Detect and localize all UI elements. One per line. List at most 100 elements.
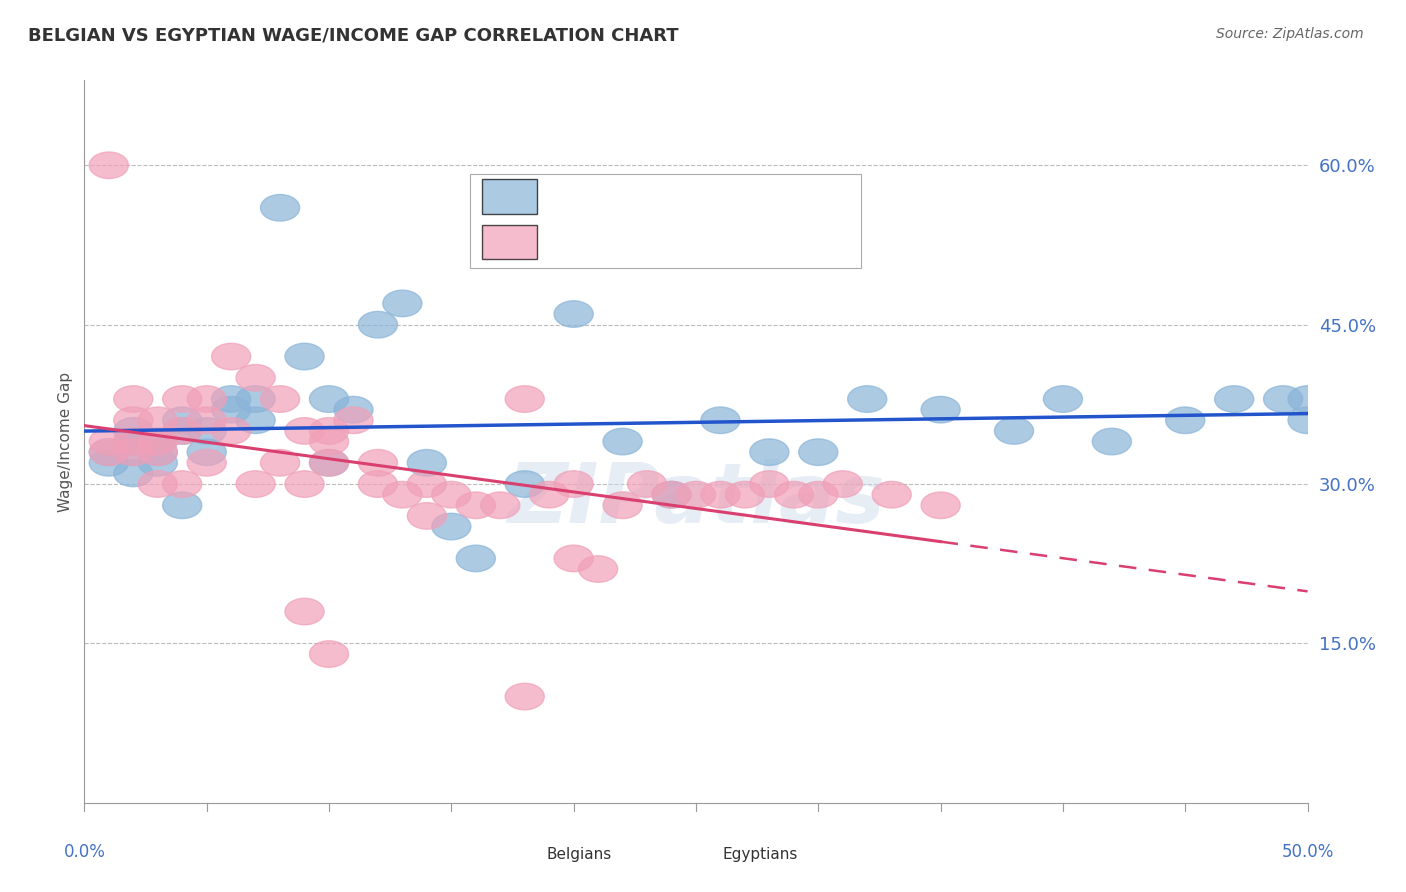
Ellipse shape [236,365,276,391]
Ellipse shape [456,545,495,572]
Text: 0.0%: 0.0% [63,843,105,861]
Ellipse shape [603,428,643,455]
Ellipse shape [89,450,128,476]
Ellipse shape [749,439,789,466]
Ellipse shape [89,428,128,455]
Ellipse shape [211,396,250,423]
Ellipse shape [823,471,862,498]
Ellipse shape [211,417,250,444]
Ellipse shape [309,417,349,444]
Ellipse shape [236,471,276,498]
Ellipse shape [260,194,299,221]
Ellipse shape [285,471,325,498]
Ellipse shape [187,450,226,476]
Text: Belgians: Belgians [547,847,612,863]
Ellipse shape [1092,428,1132,455]
Ellipse shape [725,482,765,508]
Ellipse shape [187,385,226,412]
Ellipse shape [114,428,153,455]
Ellipse shape [1288,407,1327,434]
Ellipse shape [408,471,447,498]
Ellipse shape [138,450,177,476]
Ellipse shape [285,599,325,624]
Ellipse shape [456,492,495,518]
Ellipse shape [285,343,325,370]
Text: R =: R = [550,233,585,251]
Ellipse shape [163,471,202,498]
Ellipse shape [163,417,202,444]
Ellipse shape [382,482,422,508]
Ellipse shape [1215,385,1254,412]
Ellipse shape [187,439,226,466]
Ellipse shape [309,428,349,455]
Ellipse shape [408,450,447,476]
Ellipse shape [432,482,471,508]
Ellipse shape [505,471,544,498]
Text: BELGIAN VS EGYPTIAN WAGE/INCOME GAP CORRELATION CHART: BELGIAN VS EGYPTIAN WAGE/INCOME GAP CORR… [28,27,679,45]
Ellipse shape [236,407,276,434]
Ellipse shape [114,428,153,455]
Ellipse shape [1288,385,1327,412]
Ellipse shape [676,482,716,508]
Ellipse shape [114,439,153,466]
Ellipse shape [775,482,814,508]
Text: Source: ZipAtlas.com: Source: ZipAtlas.com [1216,27,1364,41]
Ellipse shape [163,492,202,518]
Y-axis label: Wage/Income Gap: Wage/Income Gap [58,371,73,512]
Ellipse shape [260,450,299,476]
Ellipse shape [285,417,325,444]
Ellipse shape [163,417,202,444]
FancyBboxPatch shape [482,225,537,260]
Ellipse shape [530,482,569,508]
Ellipse shape [187,407,226,434]
Ellipse shape [138,439,177,466]
Ellipse shape [359,450,398,476]
Ellipse shape [799,439,838,466]
Ellipse shape [994,417,1033,444]
Ellipse shape [138,439,177,466]
Ellipse shape [603,492,643,518]
Text: R =: R = [550,187,585,205]
Ellipse shape [187,417,226,444]
Ellipse shape [700,482,740,508]
Ellipse shape [408,502,447,529]
Ellipse shape [799,482,838,508]
Text: N =: N = [683,233,721,251]
Ellipse shape [89,439,128,466]
Ellipse shape [309,450,349,476]
FancyBboxPatch shape [482,179,537,214]
FancyBboxPatch shape [470,174,860,268]
Ellipse shape [382,290,422,317]
Ellipse shape [359,311,398,338]
Ellipse shape [333,407,373,434]
Ellipse shape [921,396,960,423]
Ellipse shape [627,471,666,498]
Ellipse shape [921,492,960,518]
Text: 56: 56 [733,233,755,251]
Ellipse shape [1166,407,1205,434]
Ellipse shape [114,460,153,487]
Ellipse shape [211,343,250,370]
Text: 45: 45 [733,187,756,205]
Ellipse shape [138,428,177,455]
Ellipse shape [432,513,471,540]
Ellipse shape [309,450,349,476]
Ellipse shape [211,385,250,412]
Ellipse shape [359,471,398,498]
Text: Egyptians: Egyptians [723,847,799,863]
Text: N =: N = [683,187,721,205]
Ellipse shape [652,482,692,508]
Ellipse shape [89,152,128,178]
Ellipse shape [309,640,349,667]
Ellipse shape [481,492,520,518]
Ellipse shape [848,385,887,412]
Ellipse shape [114,439,153,466]
Ellipse shape [554,301,593,327]
Ellipse shape [89,439,128,466]
Ellipse shape [114,417,153,444]
Ellipse shape [872,482,911,508]
Ellipse shape [652,482,692,508]
Ellipse shape [163,385,202,412]
FancyBboxPatch shape [488,840,537,870]
Ellipse shape [749,471,789,498]
